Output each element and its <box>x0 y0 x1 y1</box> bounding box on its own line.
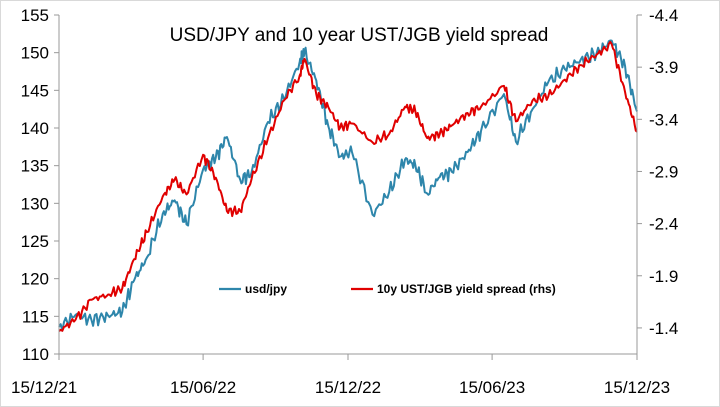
right-axis-ticks: -4.4 -3.9 -3.4 -2.9 -2.4 -1.9 -1.4 <box>637 6 678 338</box>
left-tick-label: 155 <box>21 6 49 25</box>
right-tick-label: -3.9 <box>649 58 678 77</box>
left-tick-label: 150 <box>21 44 49 63</box>
x-tick-label: 15/06/23 <box>459 378 525 397</box>
series-layer <box>58 39 638 332</box>
x-tick-label: 15/12/22 <box>315 378 381 397</box>
right-tick-label: -2.4 <box>649 215 678 234</box>
legend: usd/jpy 10y UST/JGB yield spread (rhs) <box>219 282 556 296</box>
right-tick-label: -1.4 <box>649 319 678 338</box>
legend-label-spread: 10y UST/JGB yield spread (rhs) <box>377 282 556 296</box>
x-tick-label: 15/06/22 <box>170 378 236 397</box>
x-tick-label: 15/12/21 <box>11 378 77 397</box>
series-line-yield-spread <box>58 40 638 332</box>
left-tick-label: 110 <box>22 345 49 364</box>
right-tick-label: -4.4 <box>649 6 678 25</box>
legend-label-usdjpy: usd/jpy <box>245 282 287 296</box>
axes <box>58 15 638 355</box>
left-tick-label: 145 <box>21 81 49 100</box>
left-tick-label: 115 <box>22 307 49 326</box>
left-axis-ticks: 110 115 120 125 130 135 140 145 150 155 <box>21 6 59 364</box>
x-tick-label: 15/12/23 <box>604 378 670 397</box>
right-tick-label: -3.4 <box>649 110 678 129</box>
left-tick-label: 135 <box>21 157 49 176</box>
series-line-usdjpy <box>58 39 638 332</box>
left-tick-label: 140 <box>21 119 49 138</box>
left-tick-label: 120 <box>21 270 49 289</box>
left-tick-label: 130 <box>21 194 49 213</box>
right-tick-label: -1.9 <box>649 267 678 286</box>
right-tick-label: -2.9 <box>649 162 678 181</box>
x-axis-ticks: 15/12/21 15/06/22 15/12/22 15/06/23 15/12/23 <box>11 354 670 397</box>
left-tick-label: 125 <box>21 232 49 251</box>
chart-title: USD/JPY and 10 year UST/JGB yield spread <box>170 25 549 46</box>
